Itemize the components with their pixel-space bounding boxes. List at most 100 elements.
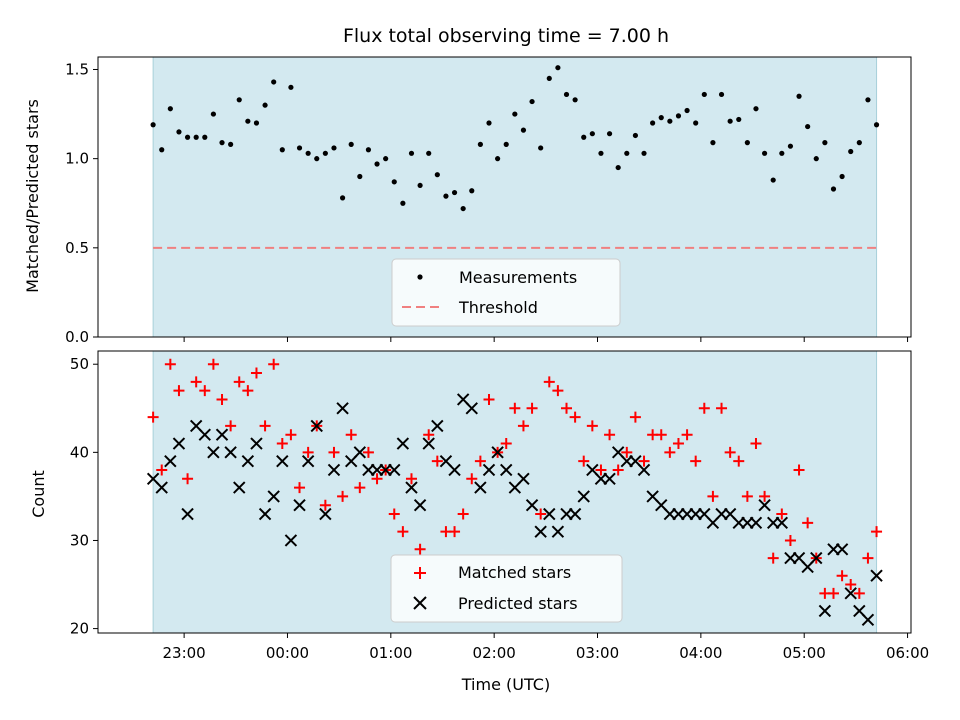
predicted-star-point [310,419,323,433]
matched-star-point [552,385,564,397]
ratio-x-ticks [183,337,909,342]
measurement-point [374,161,380,167]
matched-star-point [397,526,409,538]
measurement-point [848,148,854,155]
predicted-star-point [517,472,530,485]
measurement-point [512,111,518,117]
predicted-star-point [577,490,590,503]
count-y-axis: 20 30 40 50 [70,355,98,638]
measurement-point [839,173,845,180]
measurement-point [408,150,415,156]
measurement-point [563,91,570,98]
count-y-tick-label: 40 [70,443,89,461]
measurement-point [787,143,794,149]
time-x-tick-label: 05:00 [783,644,826,662]
ratio-y-tick-label: 1.5 [65,60,89,78]
matched-star-point [586,420,598,432]
predicted-star-point [336,402,349,415]
predicted-star-point [603,472,616,485]
measurement-point [477,141,483,147]
matched-star-point [690,455,702,467]
measurement-point [426,150,432,156]
measurement-point [667,118,673,124]
matched-star-point [517,420,529,432]
matched-star-point [595,464,607,476]
measurement-point [253,120,260,126]
matched-star-point [199,385,211,397]
matched-star-point [621,446,633,458]
measurement-point [684,107,690,114]
measurements-legend-label: Measurements [459,268,577,287]
measurement-point [219,140,225,146]
predicted-star-point [844,587,857,600]
ratio-y-label: Matched/Predicted stars [23,99,42,293]
matched-star-point [449,526,461,538]
matched-star-point [802,517,814,529]
matched-star-point [276,438,288,450]
predicted-star-point [413,499,427,512]
measurements-legend-marker [417,274,423,280]
matched-star-point [285,429,297,441]
matched-star-point [853,587,865,599]
count-y-tick-label: 50 [70,355,89,373]
matched-star-point [793,464,805,476]
matched-star-point [526,402,538,414]
matched-star-point [776,508,788,520]
matched-star-point [827,587,839,599]
ratio-legend: Measurements Threshold [391,258,621,327]
predicted-star-point [267,490,280,503]
predicted-legend-label: Predicted stars [458,594,578,613]
measurement-point [856,140,862,146]
predicted-star-point [250,437,263,450]
matched-star-point [345,429,357,441]
predicted-star-point [500,463,513,477]
matched-star-point [724,446,736,458]
matched-stars-markers [147,358,883,599]
matched-star-point [362,446,374,458]
measurement-point [822,140,828,146]
measurement-point [339,195,346,201]
predicted-star-point [568,507,582,521]
measurement-point [288,84,294,90]
ratio-panel: 0.0 0.5 1.0 1.5 Matched/Predicted stars Mea… [23,56,912,346]
measurement-point [736,116,742,123]
measurement-point [159,147,165,153]
measurement-point [658,115,664,121]
predicted-star-point [301,454,315,468]
matched-star-point [259,420,271,432]
predicted-star-point [396,437,410,450]
measurement-point [365,147,372,153]
measurement-point [279,147,285,153]
matched-star-point [466,473,478,485]
matched-star-point [629,411,641,423]
predicted-star-point [482,463,496,477]
measurement-point [331,145,337,151]
matched-star-point [638,455,650,467]
measurement-point [529,98,535,105]
measurement-point [805,123,811,130]
measurement-point [495,156,501,162]
measurement-point [314,156,320,162]
measurement-point [236,97,242,103]
matched-star-point [423,429,435,441]
matched-star-point [190,376,202,388]
predicted-star-point [215,428,229,441]
measurement-point [193,134,199,140]
measurement-point [305,150,311,156]
matched-star-point [845,579,857,591]
count-y-label: Count [29,470,48,518]
measurement-point [650,120,656,126]
threshold-legend-label: Threshold [458,298,538,317]
matched-star-point [302,446,314,458]
matched-star-point [474,455,486,467]
measurement-point [641,150,647,156]
predicted-star-point [293,499,306,512]
measurement-point [555,65,561,71]
matched-star-point [535,508,547,520]
predicted-star-point [465,402,478,415]
matched-star-point [173,385,185,397]
predicted-star-point [353,446,367,459]
measurement-point [753,106,759,112]
measurement-point [779,150,785,156]
